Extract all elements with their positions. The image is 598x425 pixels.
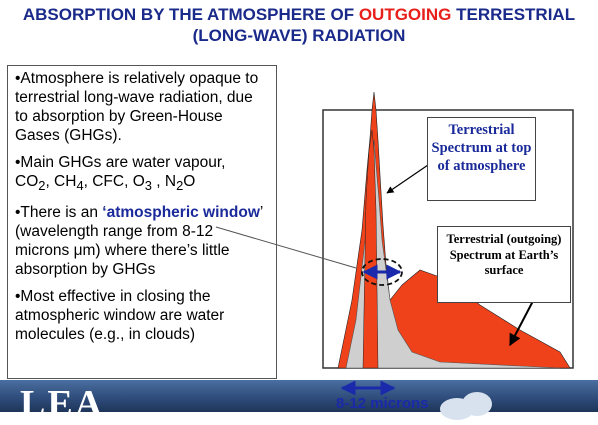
window-dashed-ellipse — [361, 258, 403, 286]
toa-pointer-arrow — [386, 164, 429, 194]
footer-banner — [0, 380, 598, 412]
title-line2: (LONG-WAVE) RADIATION — [192, 26, 406, 45]
cloud-image — [462, 392, 492, 416]
footer-logo: LEA — [20, 383, 105, 425]
slide-title: ABSORPTION BY THE ATMOSPHERE OF OUTGOING… — [0, 4, 598, 46]
n2o-text: , N — [151, 173, 177, 190]
bullet-3-prefix: •There is an — [15, 204, 103, 222]
atmospheric-window-term: ‘atmospheric window — [102, 204, 260, 222]
bullet-4: •Most effective in closing the atmospher… — [15, 288, 225, 344]
bullet-text-box: •Atmosphere is relatively opaque to terr… — [7, 65, 277, 379]
o3-sub: 3 — [144, 178, 152, 194]
co2-text: CO — [15, 173, 39, 190]
window-pointer-line — [215, 226, 357, 269]
label-toa-spectrum: Terrestrial Spectrum at top of atmospher… — [427, 117, 536, 201]
surface-spectrum-red — [337, 91, 571, 369]
ch4-sub: 4 — [76, 178, 84, 194]
title-highlight: OUTGOING — [358, 5, 452, 24]
co2-sub: 2 — [38, 178, 46, 194]
spectrum-diagram — [215, 91, 574, 369]
bullet-1: •Atmosphere is relatively opaque to terr… — [15, 70, 259, 144]
title-part2: TERRESTRIAL — [451, 5, 576, 24]
bullet-2: •Main GHGs are water vapour, CO2, CH4, CF… — [15, 153, 270, 195]
footer-window-arrow — [340, 381, 396, 395]
window-peak-red — [362, 129, 379, 369]
surface-pointer-arrow — [509, 300, 534, 347]
title-part1: ABSORPTION BY THE ATMOSPHERE OF — [22, 5, 359, 24]
bullet-2-prefix: •Main GHGs are water vapour, — [15, 154, 226, 171]
n2o-sub: 2 — [176, 178, 184, 194]
ch4-text: , CH — [45, 173, 77, 190]
label-surface-spectrum: Terrestrial (outgoing) Spectrum at Earth… — [437, 226, 571, 303]
window-micron-label: 8-12 microns — [336, 395, 429, 412]
n2o-o-text: O — [183, 173, 196, 190]
bullet-3-rest: ’ (wavelength range from 8-12 microns μm… — [15, 204, 263, 279]
bullet-3: •There is an ‘atmospheric window’ (wavel… — [15, 203, 270, 279]
cfc-o3-text: , CFC, O — [83, 173, 145, 190]
